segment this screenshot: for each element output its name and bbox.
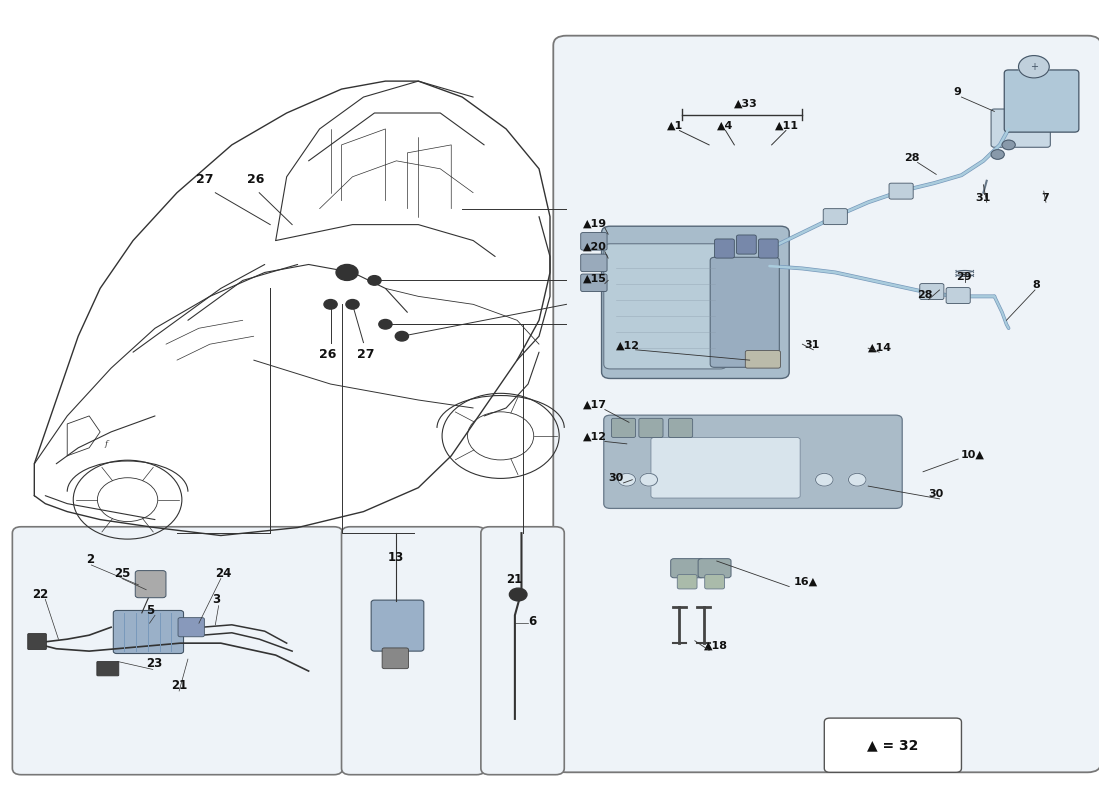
FancyBboxPatch shape — [553, 36, 1100, 772]
Text: ▲4: ▲4 — [717, 121, 734, 131]
FancyBboxPatch shape — [612, 418, 636, 438]
FancyBboxPatch shape — [581, 274, 607, 291]
FancyBboxPatch shape — [97, 662, 119, 676]
FancyBboxPatch shape — [371, 600, 424, 651]
Circle shape — [848, 474, 866, 486]
Text: 27: 27 — [196, 174, 213, 186]
Text: f: f — [104, 440, 107, 448]
Text: 3: 3 — [212, 594, 220, 606]
Text: ▲20: ▲20 — [583, 242, 607, 252]
Text: 25: 25 — [114, 567, 131, 580]
Text: ▲19: ▲19 — [583, 218, 607, 228]
FancyBboxPatch shape — [711, 258, 779, 367]
Circle shape — [324, 299, 337, 309]
Text: 13: 13 — [387, 551, 404, 564]
FancyBboxPatch shape — [991, 109, 1050, 147]
FancyBboxPatch shape — [341, 526, 485, 774]
FancyBboxPatch shape — [604, 415, 902, 509]
Text: 16▲: 16▲ — [793, 577, 817, 587]
Text: a passion for
parts: a passion for parts — [680, 433, 903, 495]
Text: ▲ = 32: ▲ = 32 — [867, 738, 918, 752]
Text: ▲1: ▲1 — [668, 121, 684, 131]
FancyBboxPatch shape — [889, 183, 913, 199]
Text: ▲12: ▲12 — [616, 340, 640, 350]
FancyBboxPatch shape — [746, 350, 780, 368]
Text: ▲12: ▲12 — [583, 432, 607, 442]
Circle shape — [991, 150, 1004, 159]
FancyBboxPatch shape — [651, 438, 800, 498]
FancyBboxPatch shape — [705, 574, 725, 589]
FancyBboxPatch shape — [135, 570, 166, 598]
Text: 7: 7 — [1042, 193, 1049, 202]
Text: ▲11: ▲11 — [774, 121, 799, 131]
Text: 2: 2 — [86, 553, 94, 566]
Text: 21: 21 — [172, 678, 188, 691]
FancyBboxPatch shape — [737, 235, 757, 254]
Text: +: + — [1030, 62, 1038, 72]
FancyBboxPatch shape — [920, 284, 944, 299]
FancyBboxPatch shape — [28, 634, 46, 650]
FancyBboxPatch shape — [678, 574, 697, 589]
FancyBboxPatch shape — [481, 526, 564, 774]
Circle shape — [509, 588, 527, 601]
FancyBboxPatch shape — [581, 254, 607, 272]
Text: ▲18: ▲18 — [704, 641, 727, 650]
FancyBboxPatch shape — [715, 239, 735, 258]
FancyBboxPatch shape — [671, 558, 704, 578]
FancyBboxPatch shape — [698, 558, 732, 578]
FancyBboxPatch shape — [824, 718, 961, 772]
Text: 22: 22 — [32, 588, 48, 601]
Text: 30: 30 — [928, 490, 944, 499]
Text: 26: 26 — [319, 348, 336, 361]
FancyBboxPatch shape — [669, 418, 693, 438]
FancyBboxPatch shape — [759, 239, 778, 258]
FancyBboxPatch shape — [1004, 70, 1079, 132]
Circle shape — [815, 474, 833, 486]
FancyBboxPatch shape — [823, 209, 847, 225]
FancyBboxPatch shape — [604, 244, 727, 369]
Circle shape — [378, 319, 392, 329]
FancyBboxPatch shape — [639, 418, 663, 438]
Text: 24: 24 — [216, 567, 232, 580]
Text: ▲17: ▲17 — [583, 400, 607, 410]
Circle shape — [367, 276, 381, 285]
FancyBboxPatch shape — [602, 226, 789, 378]
Text: 8: 8 — [1033, 280, 1041, 290]
Circle shape — [640, 474, 658, 486]
Circle shape — [618, 474, 636, 486]
Text: ▲15: ▲15 — [583, 274, 607, 284]
Circle shape — [395, 331, 408, 341]
Text: 6: 6 — [528, 615, 537, 628]
Text: 29: 29 — [956, 273, 971, 282]
Text: 5: 5 — [146, 604, 154, 617]
Circle shape — [345, 299, 359, 309]
Circle shape — [1019, 55, 1049, 78]
FancyBboxPatch shape — [178, 618, 205, 637]
Circle shape — [336, 265, 358, 281]
FancyBboxPatch shape — [382, 648, 408, 669]
Text: 28: 28 — [904, 153, 920, 163]
Text: 21: 21 — [506, 574, 522, 586]
Text: 10▲: 10▲ — [960, 450, 984, 459]
Text: 30: 30 — [608, 474, 624, 483]
FancyBboxPatch shape — [946, 287, 970, 303]
Text: ▲14: ▲14 — [868, 342, 892, 353]
Text: 28: 28 — [917, 290, 933, 300]
Circle shape — [1002, 140, 1015, 150]
Text: 9: 9 — [954, 87, 961, 98]
FancyBboxPatch shape — [581, 233, 607, 250]
FancyBboxPatch shape — [12, 526, 342, 774]
Text: 27: 27 — [356, 348, 374, 361]
Text: 23: 23 — [146, 657, 163, 670]
Text: 31: 31 — [976, 193, 991, 202]
Text: 31: 31 — [804, 340, 820, 350]
Text: 26: 26 — [248, 174, 265, 186]
FancyBboxPatch shape — [113, 610, 184, 654]
Text: ▲33: ▲33 — [735, 98, 758, 109]
